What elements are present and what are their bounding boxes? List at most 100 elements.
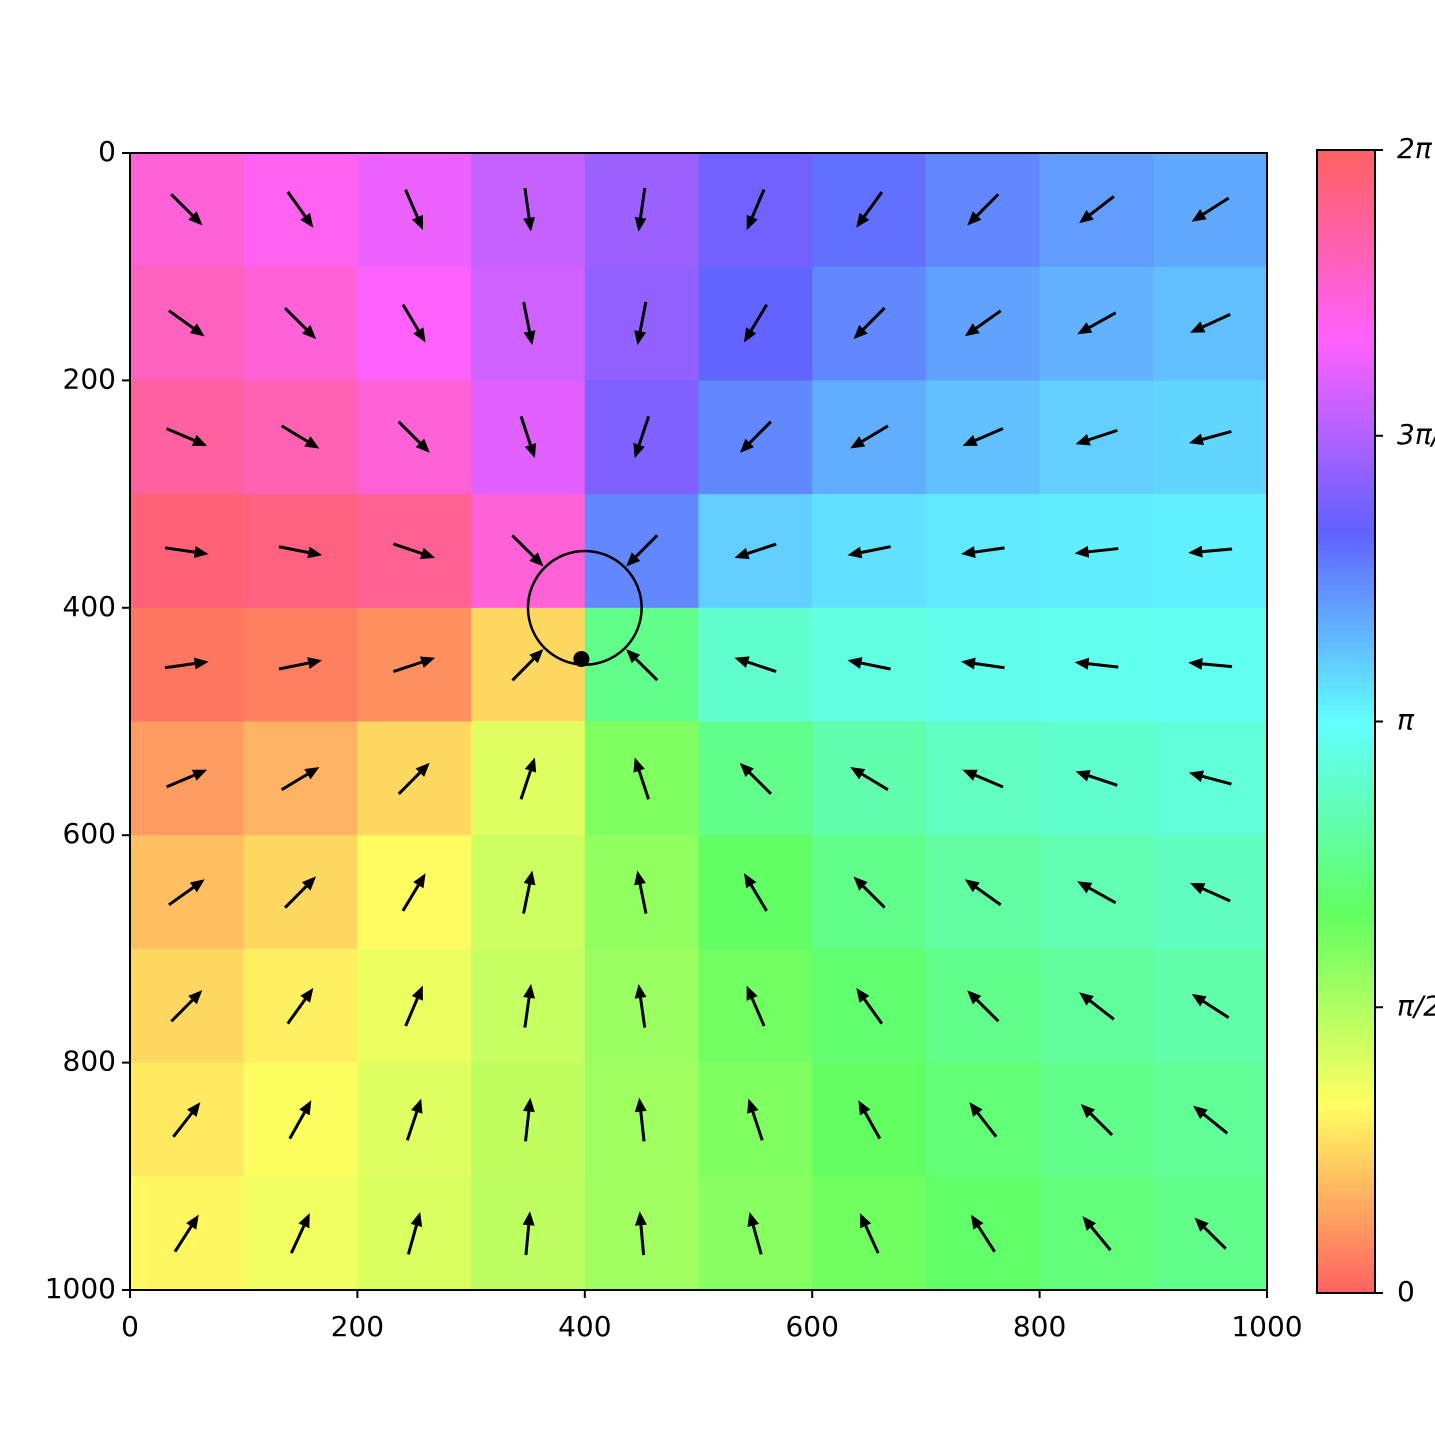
x-tick-label: 400 bbox=[558, 1310, 611, 1343]
arrow-shaft bbox=[863, 1111, 882, 1140]
colorbar-swatch bbox=[1317, 310, 1375, 317]
colorbar-swatch bbox=[1317, 1172, 1375, 1180]
arrow-shaft bbox=[750, 189, 766, 218]
colorbar-swatch bbox=[1317, 812, 1375, 820]
arrow-shaft bbox=[747, 542, 777, 555]
colorbar-swatch bbox=[1317, 1047, 1375, 1054]
arrow-shaft bbox=[751, 1225, 763, 1255]
arrow-shaft bbox=[975, 309, 1002, 330]
colorbar-swatch bbox=[1317, 1270, 1375, 1277]
arrow-shaft bbox=[1088, 662, 1119, 669]
arrow-head bbox=[1188, 545, 1203, 558]
arrow-head bbox=[189, 323, 205, 337]
colorbar-swatch bbox=[1317, 544, 1375, 551]
colorbar-swatch bbox=[1317, 698, 1375, 705]
colorbar-swatch bbox=[1317, 755, 1375, 763]
colorbar-swatch bbox=[1317, 224, 1375, 231]
colorbar-swatch bbox=[1317, 1264, 1375, 1271]
arrow-shaft bbox=[283, 306, 308, 331]
colorbar-swatch bbox=[1317, 395, 1375, 403]
arrow-shaft bbox=[280, 772, 309, 791]
arrow-shaft bbox=[862, 306, 886, 331]
colorbar-swatch bbox=[1317, 235, 1375, 243]
arrow-head bbox=[1077, 881, 1093, 894]
arrow-head bbox=[1079, 209, 1094, 224]
arrow-head bbox=[523, 330, 536, 346]
colorbar-swatch bbox=[1317, 264, 1375, 271]
arrow-head bbox=[746, 985, 758, 1001]
arrow-head bbox=[1193, 1105, 1208, 1120]
arrow-shaft bbox=[522, 883, 532, 914]
arrow-head bbox=[411, 1098, 423, 1114]
arrow-shaft bbox=[523, 187, 531, 218]
arrow-head bbox=[739, 438, 754, 453]
arrow-shaft bbox=[397, 771, 421, 796]
colorbar-swatch bbox=[1317, 367, 1375, 374]
arrow-shaft bbox=[637, 770, 650, 800]
colorbar-swatch bbox=[1317, 258, 1375, 265]
colorbar-swatch bbox=[1317, 578, 1375, 585]
colorbar-swatch bbox=[1317, 332, 1375, 340]
arrow-head bbox=[524, 442, 537, 459]
arrow-head bbox=[410, 1211, 423, 1228]
arrow-head bbox=[633, 442, 645, 459]
arrow-head bbox=[300, 212, 314, 228]
colorbar-swatch bbox=[1317, 247, 1375, 254]
arrow-shaft bbox=[166, 427, 195, 442]
arrow-head bbox=[524, 757, 537, 773]
arrow-shaft bbox=[164, 546, 195, 554]
arrow-shaft bbox=[166, 773, 195, 789]
colorbar-swatch bbox=[1317, 321, 1375, 328]
colorbar-swatch bbox=[1317, 418, 1375, 425]
arrow-shaft bbox=[860, 545, 891, 554]
colorbar-swatch bbox=[1317, 1058, 1375, 1065]
colorbar-swatch bbox=[1317, 378, 1375, 385]
arrow-shaft bbox=[1088, 311, 1117, 329]
arrow-head bbox=[634, 216, 647, 232]
colorbar-swatch bbox=[1317, 344, 1375, 351]
colorbar-swatch bbox=[1317, 984, 1375, 991]
colorbar-swatch bbox=[1317, 858, 1375, 865]
colorbar-swatch bbox=[1317, 790, 1375, 797]
arrow-shaft bbox=[286, 998, 307, 1025]
arrow-shaft bbox=[523, 997, 531, 1028]
colorbar-tick-label: 0 bbox=[1397, 1275, 1415, 1308]
arrow-shaft bbox=[864, 1225, 880, 1254]
arrow-shaft bbox=[974, 546, 1005, 554]
arrow-head bbox=[193, 546, 209, 559]
colorbar-swatch bbox=[1317, 1207, 1375, 1214]
arrow-head bbox=[191, 434, 208, 446]
colorbar-swatch bbox=[1317, 772, 1375, 780]
arrow-shaft bbox=[168, 309, 195, 330]
colorbar-swatch bbox=[1317, 972, 1375, 980]
arrow-shaft bbox=[976, 193, 1000, 217]
colorbar-swatch bbox=[1317, 1184, 1375, 1191]
colorbar-swatch bbox=[1317, 1052, 1375, 1060]
colorbar-swatch bbox=[1317, 1201, 1375, 1208]
arrow-head bbox=[1190, 321, 1206, 333]
colorbar-swatch bbox=[1317, 304, 1375, 311]
arrow-head bbox=[747, 1211, 760, 1228]
arrow-head bbox=[1082, 1216, 1096, 1231]
colorbar-swatch bbox=[1317, 327, 1375, 334]
colorbar-swatch bbox=[1317, 647, 1375, 654]
arrow-head bbox=[1188, 433, 1205, 446]
arrow-shaft bbox=[172, 1112, 193, 1138]
arrow-shaft bbox=[170, 193, 194, 217]
arrow-shaft bbox=[1088, 774, 1118, 787]
colorbar-swatch bbox=[1317, 481, 1375, 488]
colorbar-swatch bbox=[1317, 1195, 1375, 1203]
arrow-shaft bbox=[750, 997, 766, 1027]
y-tick-label: 0 bbox=[98, 135, 116, 168]
arrow-head bbox=[186, 1214, 199, 1230]
colorbar-swatch bbox=[1317, 195, 1375, 203]
colorbar-swatch bbox=[1317, 732, 1375, 740]
y-tick-label: 1000 bbox=[45, 1272, 116, 1305]
arrow-shaft bbox=[639, 187, 647, 218]
arrow-shaft bbox=[976, 1112, 998, 1138]
colorbar-swatch bbox=[1317, 824, 1375, 831]
colorbar-swatch bbox=[1317, 550, 1375, 557]
colorbar-swatch bbox=[1317, 744, 1375, 751]
colorbar-swatch bbox=[1317, 355, 1375, 363]
